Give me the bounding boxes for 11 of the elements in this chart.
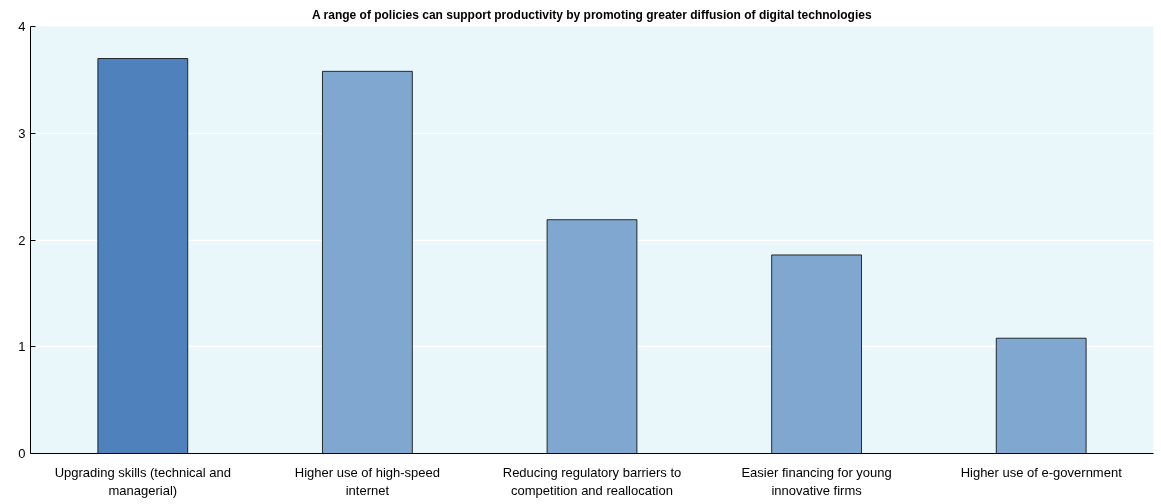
y-tick-label: 1	[18, 339, 26, 355]
x-tick-label: Upgrading skills (technical and managerial)	[54, 464, 231, 498]
x-tick-label: Higher use of high-speed internet	[294, 464, 441, 498]
chart-title: A range of policies can support productivity by promoting greater diffusion of digital technologies	[311, 7, 872, 22]
x-tick-label: Easier financing for young innovative firms	[741, 464, 892, 498]
y-tick-label: 2	[18, 232, 26, 248]
y-tick-label: 0	[18, 446, 26, 461]
x-tick-label: Higher use of e-government	[960, 464, 1123, 480]
x-tick-label: Reducing regulatory barriers to competition and reallocation	[502, 464, 682, 498]
y-tick-label: 3	[18, 125, 26, 141]
y-tick-label: 4	[18, 19, 26, 34]
